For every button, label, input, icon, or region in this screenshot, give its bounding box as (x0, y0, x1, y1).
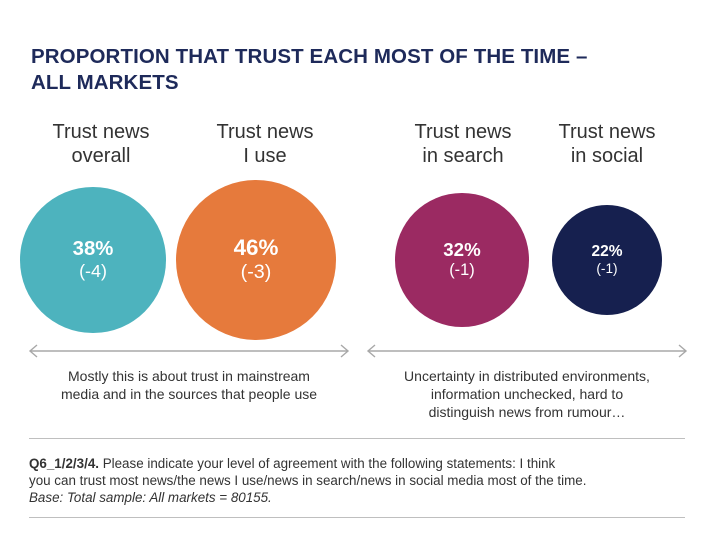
bubble-trust-news-i-use: 46% (-3) (176, 180, 336, 340)
label-line: Trust news (52, 121, 150, 143)
bubble-value: 38% (72, 237, 114, 260)
bubble-change: (-1) (596, 260, 618, 276)
bubble-trust-news-overall: 38% (-4) (20, 187, 166, 333)
left-note: Mostly this is about trust in mainstream… (28, 367, 350, 403)
footnote-line-2: you can trust most news/the news I use/n… (29, 473, 587, 488)
bubble-trust-news-in-social: 22% (-1) (551, 204, 663, 316)
footnote: Q6_1/2/3/4. Please indicate your level o… (29, 455, 685, 506)
right-range-arrow (366, 344, 688, 358)
bubble-trust-news-in-search: 32% (-1) (395, 193, 529, 327)
note-line: media and in the sources that people use (60, 386, 318, 402)
bubble-change: (-4) (79, 260, 107, 281)
label-line: I use (243, 145, 287, 167)
label-trust-news-in-search: Trust news in search (383, 120, 543, 168)
question-id: Q6_1/2/3/4. (29, 456, 99, 471)
label-line: overall (71, 145, 131, 167)
label-trust-news-in-social: Trust news in social (527, 120, 687, 168)
label-line: Trust news (558, 121, 656, 143)
bubble-value: 46% (233, 235, 279, 261)
note-line: distinguish news from rumour… (428, 404, 626, 420)
label-trust-news-i-use: Trust news I use (185, 120, 345, 168)
left-range-arrow (28, 344, 350, 358)
chart-title-line-1: PROPORTION THAT TRUST EACH MOST OF THE T… (31, 45, 588, 68)
label-line: Trust news (414, 121, 512, 143)
bubble-value: 22% (591, 242, 623, 260)
bubble-change: (-1) (449, 260, 475, 279)
note-line: Mostly this is about trust in mainstream (68, 368, 310, 384)
divider-top (29, 438, 685, 439)
bubble-value: 32% (443, 239, 481, 261)
footnote-line-1: Q6_1/2/3/4. Please indicate your level o… (29, 455, 685, 472)
right-range-arrow-shape (366, 344, 688, 358)
left-range-arrow-shape (28, 344, 350, 358)
divider-bottom (29, 517, 685, 518)
question-text: Please indicate your level of agreement … (98, 456, 556, 471)
chart-title-line-2: ALL MARKETS (31, 71, 179, 94)
label-line: Trust news (216, 121, 314, 143)
label-line: in search (422, 145, 504, 167)
note-line: Uncertainty in distributed environments, (404, 368, 650, 384)
right-note: Uncertainty in distributed environments,… (366, 367, 688, 421)
label-line: in social (570, 145, 644, 167)
chart-title: PROPORTION THAT TRUST EACH MOST OF THE T… (31, 44, 671, 96)
base-note: Base: Total sample: All markets = 80155. (29, 490, 272, 505)
note-line: information unchecked, hard to (430, 386, 624, 402)
bubble-change: (-3) (240, 261, 272, 284)
label-trust-news-overall: Trust news overall (21, 120, 181, 168)
